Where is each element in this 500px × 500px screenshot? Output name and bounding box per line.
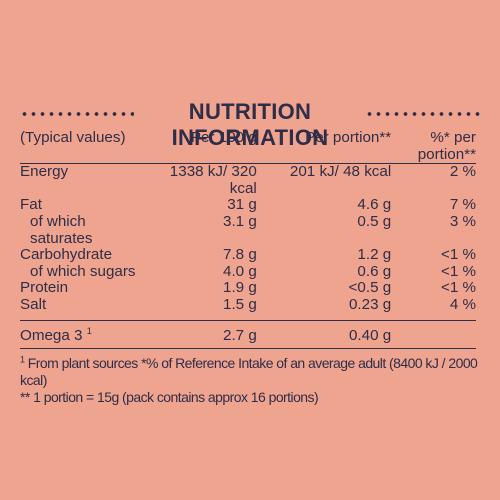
omega-footnote-marker: 1 xyxy=(86,325,92,336)
row-ri: <1 % xyxy=(440,262,476,280)
row-ri: 3 % xyxy=(449,212,476,230)
table-row-salt: Salt 1.5 g 0.23 g 4 % xyxy=(20,296,476,321)
row-per-portion: 0.6 g xyxy=(357,262,392,280)
row-per-portion: 0.40 g xyxy=(256,320,392,350)
footnotes: 1 From plant sources *% of Reference Int… xyxy=(20,355,480,406)
table-row-carbohydrate: Carbohydrate 7.8 g 1.2 g <1 % xyxy=(20,247,476,264)
footnote-1: 1 From plant sources *% of Reference Int… xyxy=(20,355,480,389)
footnote-1-text: From plant sources *% of Reference Intak… xyxy=(20,355,478,389)
label-title: NUTRITION INFORMATION xyxy=(171,99,329,150)
row-label: Energy xyxy=(20,163,69,181)
row-per-100g: 4.0 g xyxy=(223,262,257,280)
table-row-energy: Energy 1338 kJ/ 320 kcal 201 kJ/ 48 kcal… xyxy=(20,163,476,198)
row-ri: <1 % xyxy=(440,279,476,297)
row-ri: <1 % xyxy=(440,246,476,264)
row-label: of which saturates xyxy=(30,212,93,247)
table-row-sugars: of which sugars 4.0 g 0.6 g <1 % xyxy=(20,262,476,281)
dotted-rule-left xyxy=(20,112,134,116)
header-per-100g: Per 100 g xyxy=(150,129,257,165)
row-ri: 7 % xyxy=(449,196,476,214)
nutrition-table: (Typical values) Per 100 g Per portion**… xyxy=(20,129,476,350)
table-row-fat: Fat 31 g 4.6 g 7 % xyxy=(20,197,476,214)
row-label: Protein xyxy=(20,279,69,297)
row-label: Fat xyxy=(20,196,42,214)
table-row-omega3: Omega 3 1 2.7 g 0.40 g xyxy=(20,320,476,350)
footnote-2: ** 1 portion = 15g (pack contains approx… xyxy=(20,389,319,406)
row-per-100g: 7.8 g xyxy=(223,246,257,264)
nutrition-label: NUTRITION INFORMATION (Typical values) P… xyxy=(0,96,500,406)
table-header-row: (Typical values) Per 100 g Per portion**… xyxy=(20,129,476,165)
row-per-100g: 2.7 g xyxy=(150,320,257,350)
row-per-portion: 4.6 g xyxy=(357,196,392,214)
header-ri-per-portion: %* per portion** xyxy=(391,129,476,165)
row-ri xyxy=(391,320,476,350)
row-per-100g: 31 g xyxy=(227,196,257,214)
omega-label: Omega 3 xyxy=(20,326,83,344)
row-per-portion: <0.5 g xyxy=(348,279,392,297)
row-label: Carbohydrate xyxy=(20,246,113,264)
footnote-1-marker: 1 xyxy=(20,354,25,365)
header-typical-values: (Typical values) xyxy=(20,129,151,165)
row-ri: 2 % xyxy=(449,163,476,181)
row-label: Omega 3 1 xyxy=(20,320,151,350)
row-per-portion: 0.5 g xyxy=(357,212,392,230)
row-per-100g: 1.9 g xyxy=(223,279,257,297)
row-per-portion: 0.23 g xyxy=(256,296,392,321)
row-per-100g: 3.1 g xyxy=(223,212,257,230)
row-per-portion: 1.2 g xyxy=(357,246,392,264)
table-row-saturates: of which saturates 3.1 g 0.5 g 3 % xyxy=(20,212,476,247)
row-label: of which sugars xyxy=(30,262,136,280)
row-ri: 4 % xyxy=(391,296,476,321)
row-per-portion: 201 kJ/ 48 kcal xyxy=(289,163,392,181)
header-per-portion: Per portion** xyxy=(256,129,392,165)
dotted-rule-right xyxy=(364,112,482,116)
row-per-100g: 1338 kJ/ 320 kcal xyxy=(169,163,257,197)
row-label: Salt xyxy=(20,296,151,321)
title-row: NUTRITION INFORMATION xyxy=(0,96,500,150)
table-row-protein: Protein 1.9 g <0.5 g <1 % xyxy=(20,280,476,297)
row-per-100g: 1.5 g xyxy=(150,296,257,321)
